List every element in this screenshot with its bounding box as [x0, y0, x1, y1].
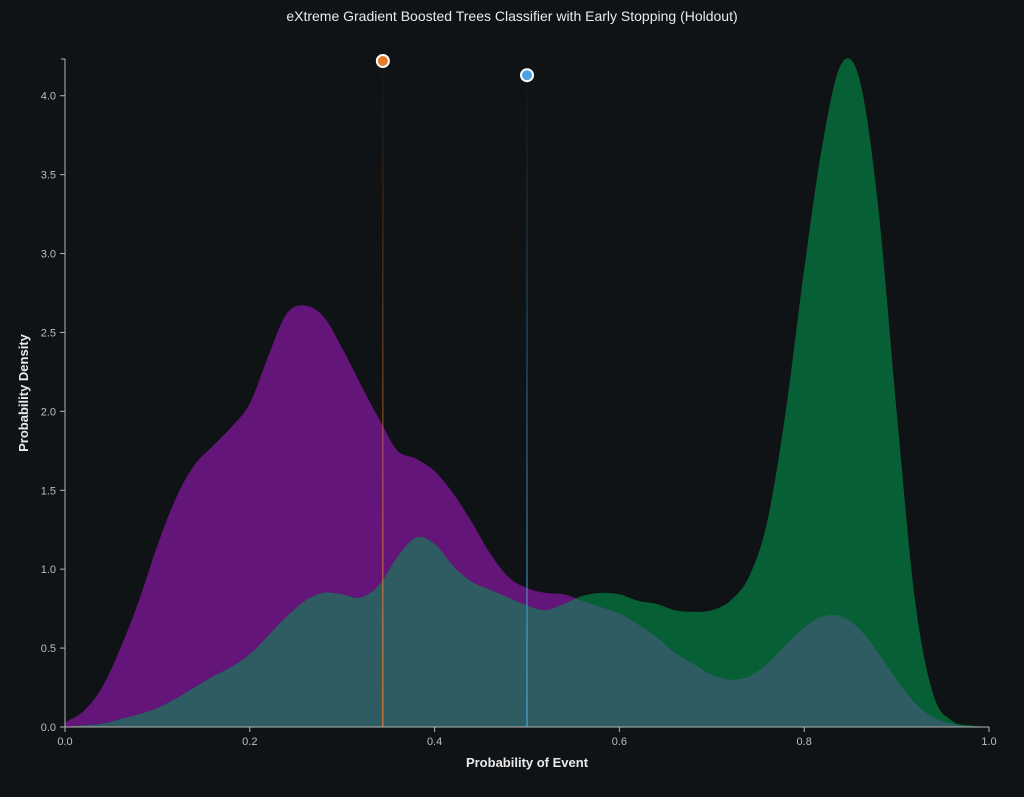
threshold-handle[interactable]	[520, 68, 534, 83]
y-tick-label: 2.0	[41, 406, 56, 418]
y-tick-label: 0.5	[41, 643, 56, 655]
x-tick-label: 1.0	[981, 736, 996, 748]
y-tick-label: 0.0	[41, 722, 56, 734]
x-tick-label: 0.0	[57, 736, 72, 748]
threshold-line	[526, 75, 528, 727]
threshold-markers	[375, 54, 534, 727]
x-tick-label: 0.4	[427, 736, 442, 748]
x-tick-label: 0.6	[612, 736, 627, 748]
y-tick-label: 1.0	[41, 564, 56, 576]
x-tick-label: 0.2	[242, 736, 257, 748]
chart-title: eXtreme Gradient Boosted Trees Classifie…	[286, 8, 737, 24]
threshold-handle[interactable]	[375, 54, 390, 68]
y-tick-label: 4.0	[41, 91, 56, 103]
y-tick-label: 1.5	[41, 485, 56, 497]
density-area-series-2	[65, 58, 989, 728]
y-tick-label: 3.0	[41, 249, 56, 261]
threshold-line	[382, 61, 384, 727]
y-axis-label: Probability Density	[16, 333, 31, 452]
x-tick-label: 0.8	[797, 736, 812, 748]
y-tick-label: 3.5	[41, 170, 56, 182]
y-tick-label: 2.5	[41, 327, 56, 339]
density-areas	[65, 58, 989, 728]
x-axis-label: Probability of Event	[466, 755, 589, 770]
axes: 0.0 0.2 0.4 0.6 0.8 1.0 0.0 0.5 1.0 1.5 2.0 2.5 3.0 3…	[41, 58, 997, 748]
